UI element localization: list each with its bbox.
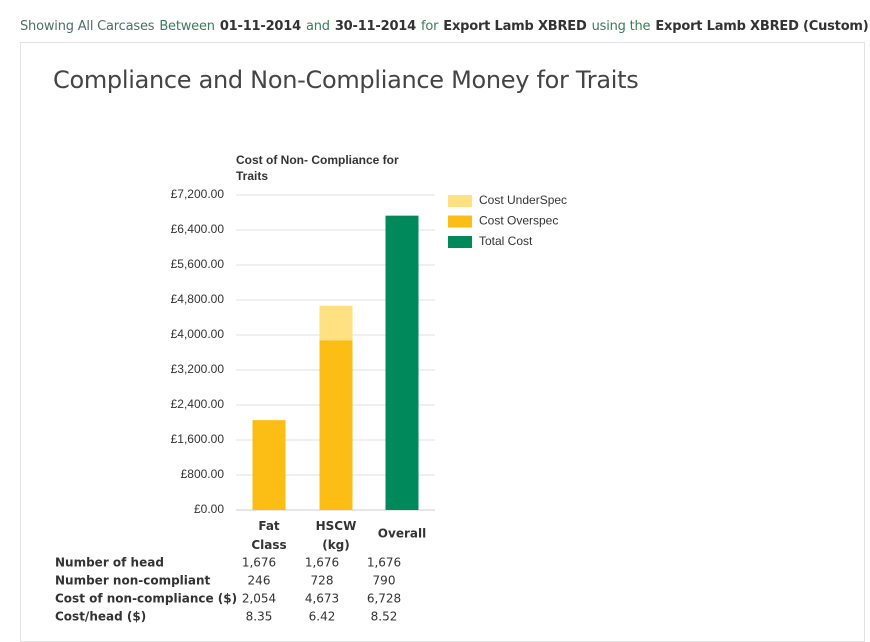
row-label: Number non-compliant: [55, 574, 211, 588]
summary-part: using the: [591, 19, 651, 34]
summary-part: 01-11-2014: [219, 19, 301, 34]
chart-title: Cost of Non- Compliance for Traits: [236, 153, 399, 183]
panel-title: Compliance and Non-Compliance Money for …: [53, 66, 639, 94]
bar-segment: [319, 340, 353, 510]
cell: 4,673: [305, 592, 339, 606]
summary-part: for: [420, 19, 439, 34]
x-tick-label: HSCW (kg): [316, 519, 357, 552]
legend-label: Total Cost: [479, 234, 533, 248]
y-tick-label: £800.00: [181, 467, 225, 481]
row-label: Cost/head ($): [55, 610, 146, 624]
x-tick-label: Fat Class: [251, 519, 286, 552]
filter-summary: Showing All Carcases Between 01-11-2014 and…: [20, 19, 870, 34]
x-tick-label: Overall: [378, 527, 426, 541]
cell: 8.52: [371, 610, 398, 624]
y-tick-label: £4,000.00: [171, 327, 225, 341]
summary-part: Export Lamb XBRED: [443, 19, 587, 34]
y-tick-label: £4,800.00: [171, 292, 225, 306]
legend-label: Cost UnderSpec: [479, 193, 567, 207]
cell: 246: [248, 574, 271, 588]
summary-part: Showing All Carcases: [20, 19, 155, 34]
bar-segment: [385, 215, 419, 510]
cell: 1,676: [367, 556, 401, 570]
y-tick-label: £1,600.00: [171, 432, 225, 446]
y-tick-label: £3,200.00: [171, 362, 225, 376]
chart: Cost of Non- Compliance for Traits £0.00 £8…: [55, 153, 567, 624]
y-tick-label: £0.00: [194, 502, 224, 516]
cell: 728: [311, 574, 334, 588]
legend-swatch: [448, 236, 472, 248]
legend-swatch: [448, 215, 472, 228]
cell: 8.35: [246, 610, 273, 624]
summary-part: and: [305, 19, 330, 34]
legend-label: Cost Overspec: [479, 214, 558, 228]
row-label: Number of head: [55, 556, 164, 570]
summary-part: 30-11-2014: [334, 19, 416, 34]
page: Showing All Carcases Between 01-11-2014 and…: [20, 19, 870, 642]
y-tick-label: £7,200.00: [171, 187, 225, 201]
y-tick-label: £2,400.00: [171, 397, 225, 411]
summary-part: Export Lamb XBRED (Custom): [655, 19, 869, 34]
summary-part: Between: [159, 19, 215, 34]
bar-segment: [252, 420, 286, 510]
cell: 1,676: [305, 556, 339, 570]
cell: 790: [373, 574, 396, 588]
legend-swatch: [448, 195, 472, 207]
cell: 2,054: [242, 592, 276, 606]
cell: 1,676: [242, 556, 276, 570]
cell: 6,728: [367, 592, 401, 606]
y-tick-label: £6,400.00: [171, 222, 225, 236]
y-tick-label: £5,600.00: [171, 257, 225, 271]
bar-segment: [319, 305, 353, 341]
cell: 6.42: [309, 610, 336, 624]
row-label: Cost of non-compliance ($): [55, 592, 237, 606]
